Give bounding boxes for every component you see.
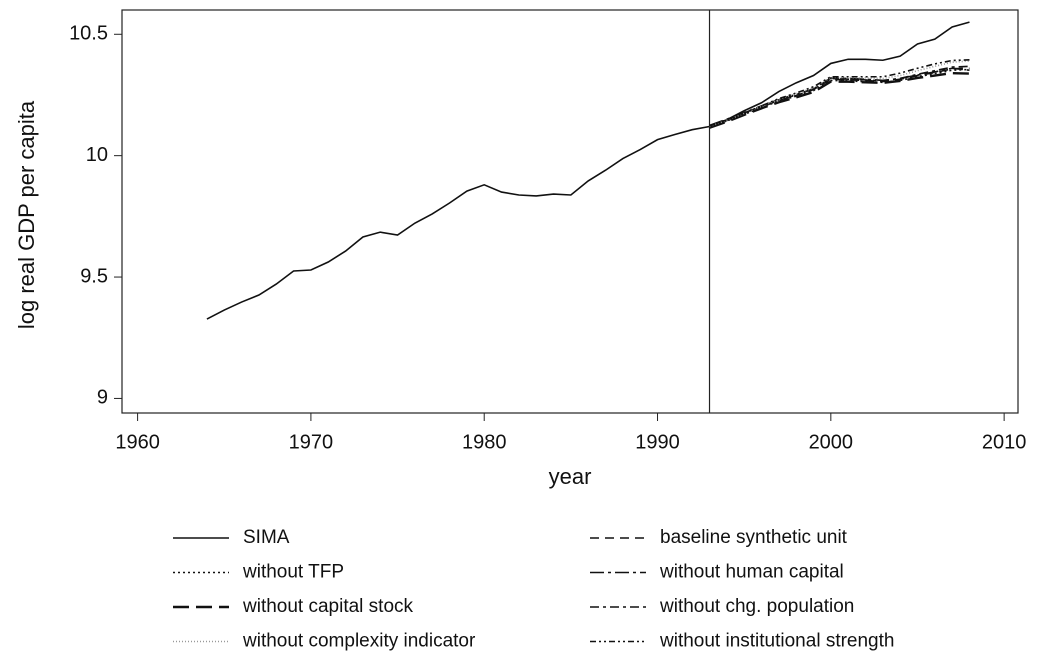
legend-label: without human capital [659, 562, 844, 583]
x-tick-label: 2010 [982, 431, 1027, 453]
legend-label: without capital stock [242, 596, 414, 617]
series-line [709, 60, 970, 128]
plot-frame [121, 9, 1019, 414]
legend-label: without TFP [242, 562, 344, 583]
series-line [709, 65, 970, 127]
legend-label: without chg. population [659, 596, 854, 617]
series-line [709, 68, 970, 128]
y-tick-label: 10 [86, 144, 108, 166]
series-line [206, 21, 970, 320]
y-tick-label: 9 [97, 387, 108, 409]
x-tick-label: 1960 [115, 431, 160, 453]
x-tick-label: 1970 [289, 431, 334, 453]
legend-label: baseline synthetic unit [660, 527, 848, 548]
x-tick-label: 2000 [809, 431, 854, 453]
y-tick-label: 10.5 [69, 23, 108, 45]
legend-label: without institutional strength [659, 631, 894, 652]
y-tick-label: 9.5 [80, 265, 108, 287]
legend-label: SIMA [243, 527, 290, 548]
series-line [709, 71, 970, 129]
x-axis-label: year [549, 464, 592, 489]
series-line [709, 58, 970, 127]
x-tick-label: 1990 [635, 431, 680, 453]
legend-label: without complexity indicator [242, 631, 476, 652]
series-line [709, 67, 970, 127]
x-tick-label: 1980 [462, 431, 507, 453]
y-axis-label: log real GDP per capita [14, 100, 39, 329]
